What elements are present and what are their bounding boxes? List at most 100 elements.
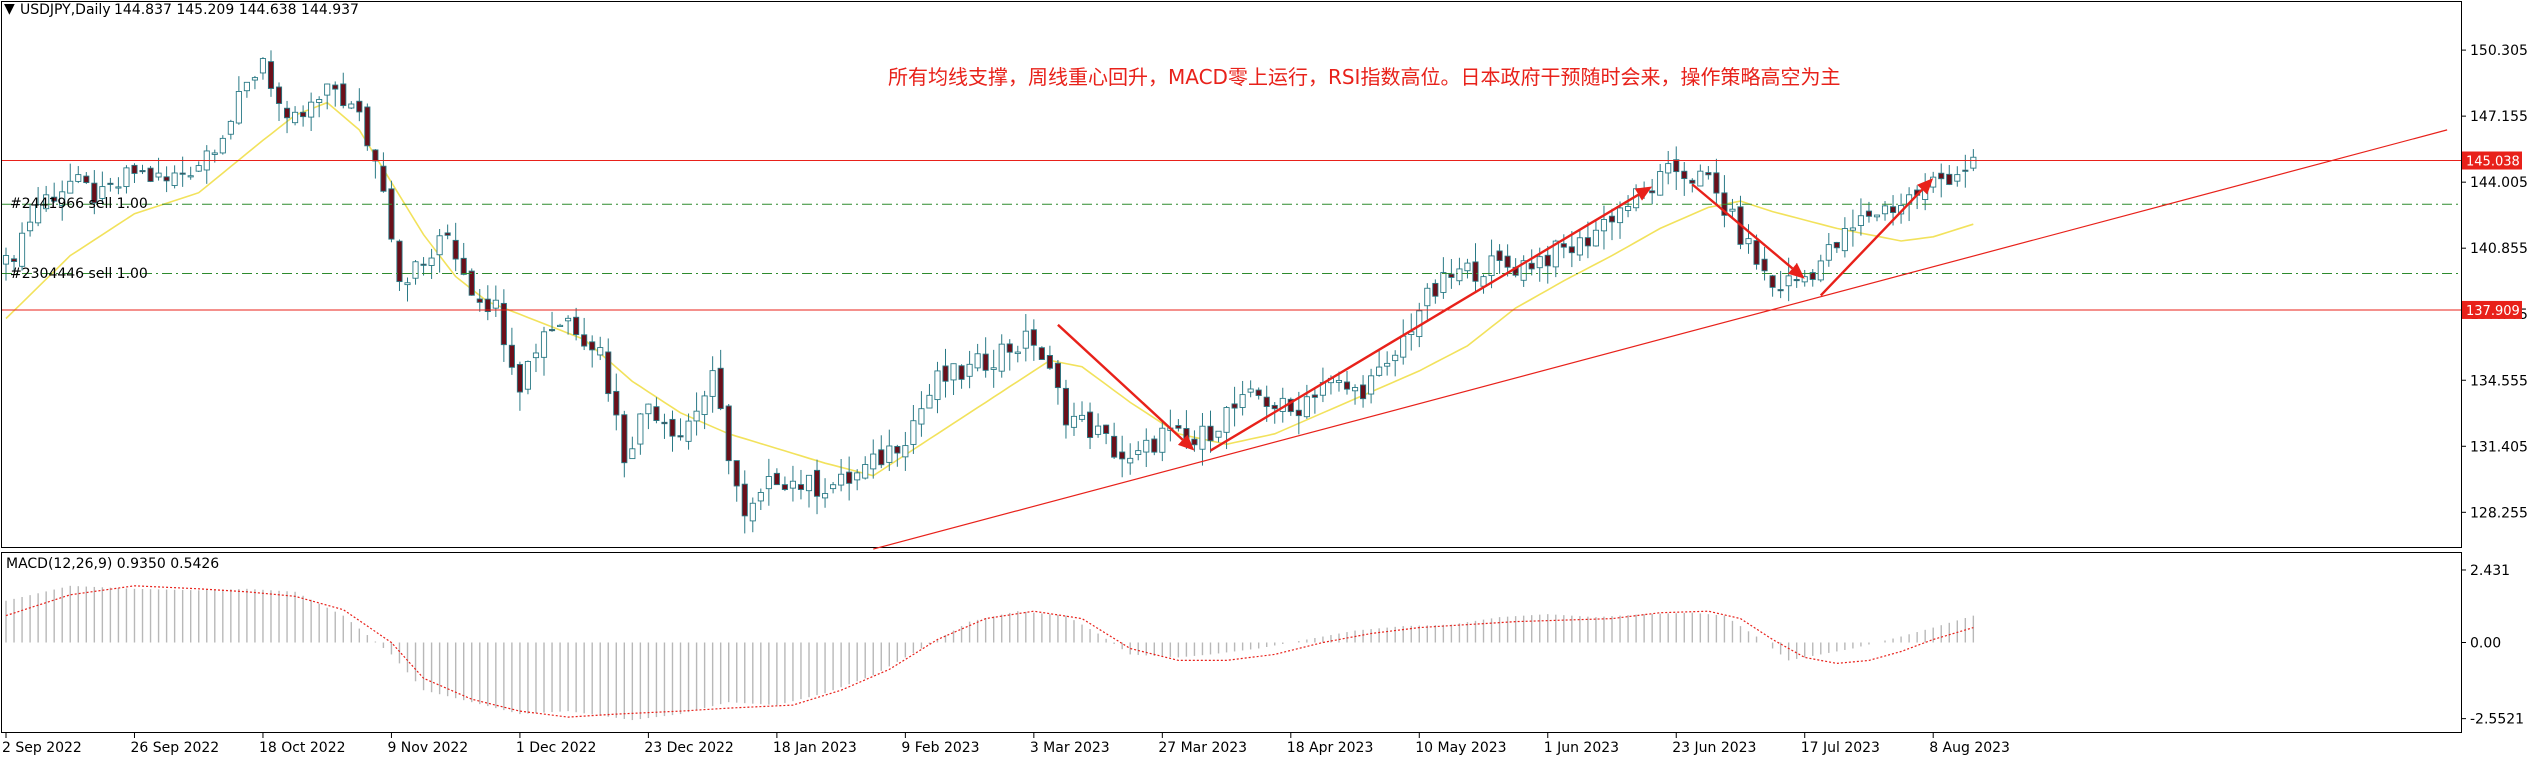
bull-candle-body — [966, 363, 973, 377]
bull-candle-body — [1368, 375, 1375, 395]
trend-arrow-head-2 — [1787, 263, 1805, 279]
bull-candle-body — [404, 282, 411, 286]
bear-candle-body — [1681, 170, 1688, 180]
bull-candle-body — [1215, 430, 1222, 438]
bear-candle-body — [1793, 279, 1800, 282]
bull-candle-body — [701, 395, 708, 416]
bear-candle-body — [267, 61, 275, 89]
y-tick-label-1: 147.155 — [2470, 109, 2528, 125]
bull-candle-body — [19, 232, 26, 267]
bear-candle-body — [1448, 273, 1455, 278]
bull-candle-body — [43, 194, 50, 210]
bear-candle-body — [982, 353, 989, 371]
bull-candle-body — [59, 191, 66, 206]
bull-candle-body — [540, 331, 548, 358]
bull-candle-body — [1536, 256, 1543, 269]
x-tick-label-0: 2 Sep 2022 — [2, 740, 82, 756]
bull-candle-body — [436, 235, 443, 256]
bear-candle-body — [364, 106, 371, 147]
x-tick-label-9: 27 Mar 2023 — [1158, 740, 1247, 756]
bull-candle-body — [324, 83, 331, 96]
bull-candle-body — [251, 77, 258, 81]
collapse-triangle-icon[interactable]: ▼ — [4, 1, 15, 17]
bull-candle-body — [902, 445, 909, 458]
trend-arrow-shaft-1 — [1209, 193, 1640, 452]
bear-candle-body — [1504, 255, 1511, 268]
bull-candle-body — [1576, 237, 1583, 256]
bear-candle-body — [846, 471, 853, 484]
bull-candle-body — [123, 167, 130, 188]
order-label-1[interactable]: #2441966 sell 1.00 — [10, 196, 148, 212]
y-tick-label-5: 134.555 — [2470, 373, 2528, 389]
bull-candle-body — [1849, 227, 1856, 231]
x-tick-label-4: 1 Dec 2022 — [516, 740, 597, 756]
bear-candle-body — [1833, 241, 1840, 249]
bear-candle-body — [1865, 210, 1873, 217]
bear-candle-body — [300, 111, 307, 118]
bear-candle-body — [813, 469, 821, 497]
x-tick-label-1: 26 Sep 2022 — [130, 740, 219, 756]
bull-candle-body — [259, 58, 267, 74]
bull-candle-body — [557, 324, 564, 327]
bear-candle-body — [1054, 362, 1061, 389]
bull-candle-body — [838, 473, 845, 486]
bull-candle-body — [1841, 228, 1848, 252]
bull-candle-body — [1440, 272, 1447, 293]
bear-candle-body — [508, 344, 515, 368]
x-tick-label-12: 1 Jun 2023 — [1544, 740, 1619, 756]
bull-candle-body — [1817, 260, 1824, 281]
bear-candle-body — [107, 182, 114, 185]
price-tag-high-bg — [2462, 151, 2522, 170]
bull-candle-body — [1143, 439, 1150, 453]
bear-candle-body — [500, 302, 507, 346]
bear-candle-body — [1689, 179, 1696, 184]
bear-candle-body — [1938, 172, 1945, 180]
bear-candle-body — [284, 107, 291, 119]
bull-candle-body — [1801, 276, 1808, 283]
bear-candle-body — [516, 363, 523, 393]
bull-candle-body — [1520, 260, 1527, 281]
ohlc-readout: 144.837 145.209 144.638 144.937 — [114, 2, 359, 18]
bull-candle-body — [1600, 219, 1608, 232]
bull-candle-body — [1881, 205, 1889, 215]
bull-candle-body — [1697, 170, 1704, 187]
bull-candle-body — [910, 420, 917, 445]
bull-candle-body — [235, 91, 242, 124]
arrows-layer — [1057, 178, 1934, 452]
price-tag-low: 137.909 — [2462, 300, 2522, 319]
bull-candle-body — [1400, 335, 1407, 358]
bear-candle-body — [1962, 169, 1969, 172]
order-label-2[interactable]: #2304446 sell 1.00 — [10, 266, 148, 282]
bull-candle-body — [974, 353, 981, 369]
bear-candle-body — [83, 175, 90, 184]
price-tag-high-text: 145.038 — [2466, 155, 2520, 170]
bear-candle-body — [1360, 384, 1367, 400]
bull-candle-body — [1239, 394, 1246, 408]
bull-candle-body — [1335, 379, 1343, 383]
bull-candle-body — [211, 152, 218, 155]
bear-candle-body — [1086, 411, 1094, 438]
bull-candle-body — [195, 165, 202, 172]
bear-candle-body — [452, 239, 459, 260]
bull-candle-body — [1456, 268, 1463, 282]
moving-average-line — [5, 101, 1974, 477]
bear-candle-body — [396, 240, 403, 283]
bear-candle-body — [1673, 159, 1680, 173]
bull-candle-body — [316, 99, 323, 103]
bear-candle-body — [179, 172, 186, 175]
bear-candle-body — [1528, 262, 1535, 270]
bull-candle-body — [789, 480, 796, 489]
bull-candle-body — [155, 172, 162, 178]
bull-candle-body — [532, 352, 540, 359]
bear-candle-body — [958, 365, 965, 380]
bull-candle-body — [67, 180, 74, 194]
bull-candle-body — [1625, 206, 1632, 211]
bear-candle-body — [147, 167, 154, 182]
bull-candle-body — [765, 476, 772, 490]
bear-candle-body — [131, 164, 138, 174]
bull-candle-body — [1127, 457, 1134, 464]
bull-candle-body — [998, 343, 1005, 372]
bear-candle-body — [1777, 289, 1784, 292]
bull-candle-body — [1014, 351, 1021, 355]
bear-candle-body — [621, 414, 628, 464]
